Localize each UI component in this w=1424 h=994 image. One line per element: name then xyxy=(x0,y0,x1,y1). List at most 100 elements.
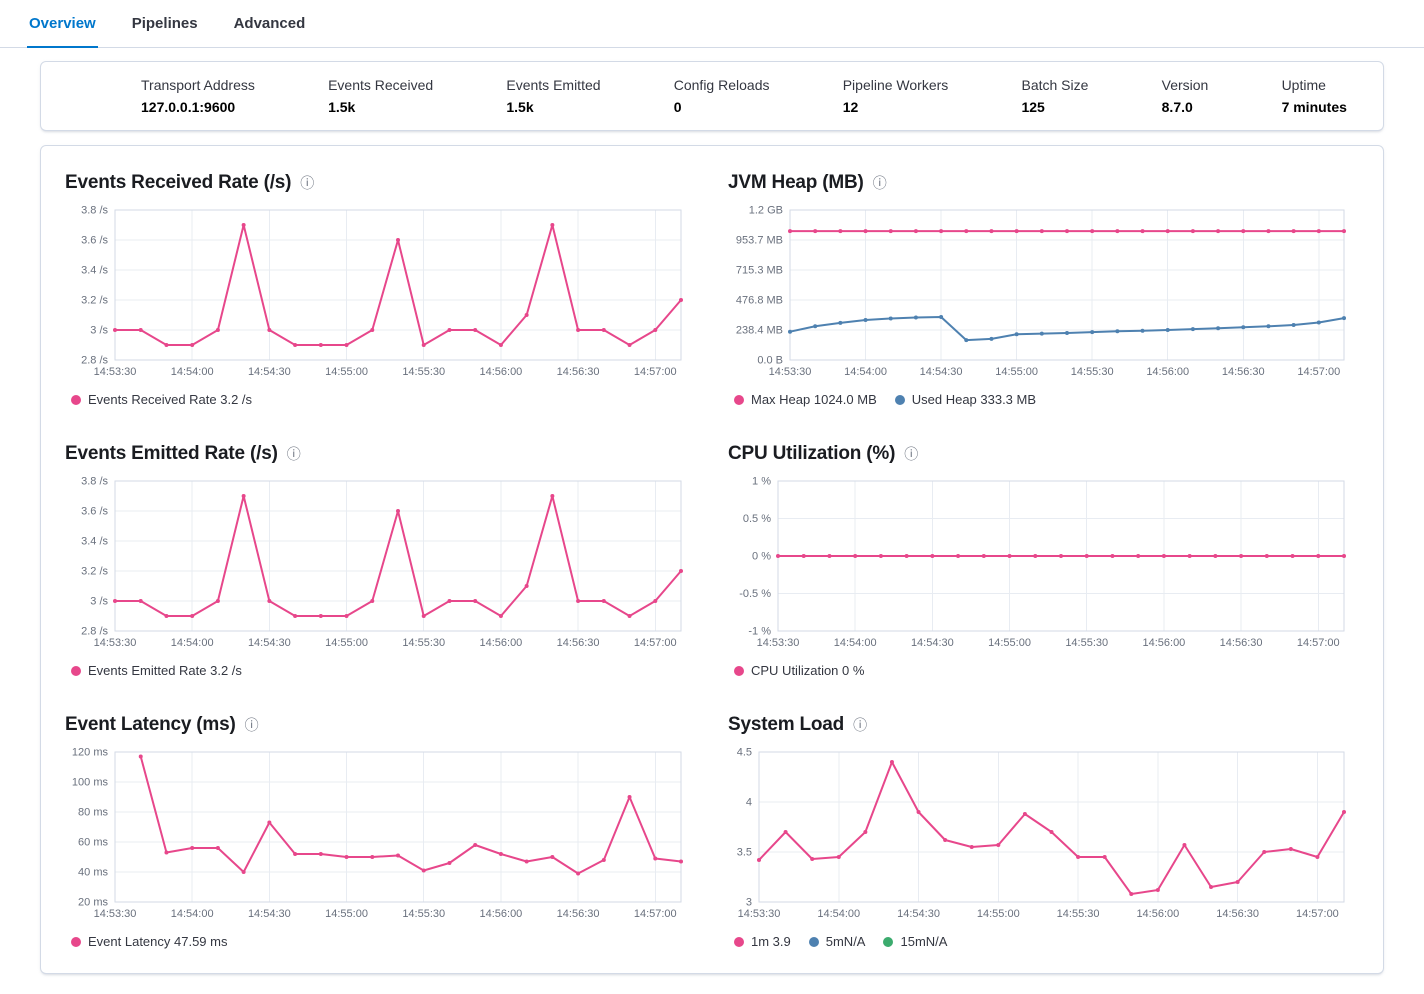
svg-text:476.8 MB: 476.8 MB xyxy=(736,295,783,307)
chart-canvas-events-emitted-rate: 2.8 /s 3 /s 3.2 /s 3.4 /s 3.6 /s 3.8 /s 14:53:… xyxy=(81,476,683,649)
stat-pipeline-workers: Pipeline Workers 12 xyxy=(843,77,949,115)
info-icon[interactable]: ⓘ xyxy=(244,717,259,733)
legend-item-event-latency-47-59-ms: Event Latency 47.59 ms xyxy=(71,934,227,949)
tab-pipelines[interactable]: Pipelines xyxy=(131,14,198,32)
chart-canvas-event-latency: 20 ms 40 ms 60 ms 80 ms 100 ms 120 ms 14:53:30… xyxy=(72,747,683,920)
stat-value: 0 xyxy=(673,99,682,115)
stat-value: 8.7.0 xyxy=(1161,99,1193,115)
stat-events-received: Events Received 1.5k xyxy=(328,77,433,115)
legend-dot xyxy=(894,394,905,405)
svg-text:3 /s: 3 /s xyxy=(90,325,108,337)
svg-text:3.4 /s: 3.4 /s xyxy=(81,265,108,277)
svg-text:14:56:30: 14:56:30 xyxy=(1220,637,1263,649)
svg-text:14:57:00: 14:57:00 xyxy=(634,637,677,649)
svg-text:3.5: 3.5 xyxy=(737,847,752,859)
svg-text:14:55:30: 14:55:30 xyxy=(1065,637,1108,649)
stat-version: Version 8.7.0 xyxy=(1162,77,1209,115)
svg-text:100 ms: 100 ms xyxy=(72,777,109,789)
svg-text:14:53:30: 14:53:30 xyxy=(94,908,137,920)
svg-text:0.0 B: 0.0 B xyxy=(757,355,783,367)
svg-text:14:53:30: 14:53:30 xyxy=(738,908,781,920)
svg-text:14:56:30: 14:56:30 xyxy=(1216,908,1259,920)
svg-text:14:53:30: 14:53:30 xyxy=(94,637,137,649)
svg-text:14:55:00: 14:55:00 xyxy=(325,637,368,649)
svg-text:14:55:00: 14:55:00 xyxy=(995,366,1038,378)
chart-system-load: System Load ⓘ 3 3.5 4 4.5 14:53:30 14:54:00 14:5… xyxy=(728,714,1359,949)
legend-dot xyxy=(734,665,744,676)
svg-text:238.4 MB: 238.4 MB xyxy=(736,325,783,337)
svg-text:1 %: 1 % xyxy=(752,476,771,488)
svg-text:14:57:00: 14:57:00 xyxy=(1296,908,1339,920)
stat-label: Version xyxy=(1161,77,1209,93)
svg-text:14:54:30: 14:54:30 xyxy=(248,637,291,649)
tab-advanced[interactable]: Advanced xyxy=(233,14,306,32)
stat-batch-size: Batch Size 125 xyxy=(1021,77,1088,115)
svg-text:4: 4 xyxy=(746,797,752,809)
svg-text:14:54:30: 14:54:30 xyxy=(248,366,291,378)
info-icon[interactable]: ⓘ xyxy=(300,175,315,191)
stat-value: 1.5k xyxy=(506,99,534,115)
chart-title-row: Event Latency (ms) ⓘ xyxy=(65,714,696,736)
svg-text:3.6 /s: 3.6 /s xyxy=(81,506,108,518)
svg-text:14:55:30: 14:55:30 xyxy=(1071,366,1114,378)
svg-text:40 ms: 40 ms xyxy=(78,867,108,879)
legend-label: Events Emitted Rate 3.2 /s xyxy=(88,663,242,678)
legend-events-emitted-rate: Events Emitted Rate 3.2 /s xyxy=(65,663,696,678)
info-icon[interactable]: ⓘ xyxy=(853,717,868,733)
stat-value: 7 minutes xyxy=(1281,99,1347,115)
svg-text:14:54:00: 14:54:00 xyxy=(171,908,214,920)
svg-text:2.8 /s: 2.8 /s xyxy=(81,355,108,367)
stat-config-reloads: Config Reloads 0 xyxy=(674,77,770,115)
legend-label: Used Heap 333.3 MB xyxy=(911,392,1037,407)
info-icon[interactable]: ⓘ xyxy=(286,446,301,462)
svg-text:14:56:00: 14:56:00 xyxy=(479,366,522,378)
stat-label: Transport Address xyxy=(141,77,255,93)
info-icon[interactable]: ⓘ xyxy=(872,175,887,191)
chart-cpu-utilization: CPU Utilization (%) ⓘ -1 % -0.5 % 0 % 0.5 % 1 … xyxy=(728,443,1359,678)
chart-title-row: System Load ⓘ xyxy=(728,714,1359,736)
chart-jvm-heap: JVM Heap (MB) ⓘ 0.0 B 238.4 MB 476.8 MB 715.3… xyxy=(728,172,1359,407)
stat-uptime: Uptime 7 minutes xyxy=(1282,77,1347,115)
legend-item-cpu-utilization-0: CPU Utilization 0 % xyxy=(734,663,864,678)
svg-text:14:54:00: 14:54:00 xyxy=(834,637,877,649)
svg-text:14:57:00: 14:57:00 xyxy=(1297,637,1340,649)
chart-title-event-latency: Event Latency (ms) xyxy=(65,714,236,735)
svg-text:14:54:30: 14:54:30 xyxy=(911,637,954,649)
stat-transport-address: Transport Address 127.0.0.1:9600 xyxy=(141,77,255,115)
chart-canvas-events-received-rate: 2.8 /s 3 /s 3.2 /s 3.4 /s 3.6 /s 3.8 /s 14:53:… xyxy=(81,205,683,378)
legend-item-events-emitted-rate-3-2-s: Events Emitted Rate 3.2 /s xyxy=(71,663,242,678)
svg-text:-0.5 %: -0.5 % xyxy=(739,588,771,600)
svg-text:715.3 MB: 715.3 MB xyxy=(736,264,783,276)
tab-overview[interactable]: Overview xyxy=(27,0,98,48)
info-icon[interactable]: ⓘ xyxy=(904,446,919,462)
chart-title-cpu-utilization: CPU Utilization (%) xyxy=(728,443,896,464)
svg-text:14:55:30: 14:55:30 xyxy=(402,637,445,649)
chart-event-latency: Event Latency (ms) ⓘ 20 ms 40 ms 60 ms 80 ms 1… xyxy=(65,714,696,949)
chart-title-row: Events Emitted Rate (/s) ⓘ xyxy=(65,443,696,465)
svg-text:14:56:00: 14:56:00 xyxy=(1146,366,1189,378)
charts-grid: Events Received Rate (/s) ⓘ 2.8 /s 3 /s 3.2 … xyxy=(40,145,1384,974)
svg-text:3.4 /s: 3.4 /s xyxy=(81,536,108,548)
svg-text:14:53:30: 14:53:30 xyxy=(769,366,812,378)
svg-text:14:56:30: 14:56:30 xyxy=(1222,366,1265,378)
stat-label: Batch Size xyxy=(1021,77,1089,93)
svg-text:2.8 /s: 2.8 /s xyxy=(81,626,108,638)
legend-item-15mn-a: 15mN/A xyxy=(883,934,947,949)
svg-text:14:55:00: 14:55:00 xyxy=(977,908,1020,920)
legend-dot xyxy=(71,665,81,676)
chart-canvas-jvm-heap: 0.0 B 238.4 MB 476.8 MB 715.3 MB 953.7 MB 1.2… xyxy=(736,205,1346,378)
svg-text:14:54:00: 14:54:00 xyxy=(171,637,214,649)
svg-text:80 ms: 80 ms xyxy=(78,807,108,819)
stat-label: Config Reloads xyxy=(673,77,770,93)
legend-event-latency: Event Latency 47.59 ms xyxy=(65,934,696,949)
svg-text:14:56:00: 14:56:00 xyxy=(1136,908,1179,920)
svg-text:14:56:30: 14:56:30 xyxy=(557,637,600,649)
svg-text:14:55:30: 14:55:30 xyxy=(402,908,445,920)
legend-item-1m-3-9: 1m 3.9 xyxy=(734,934,791,949)
svg-text:14:55:00: 14:55:00 xyxy=(325,908,368,920)
svg-text:14:54:30: 14:54:30 xyxy=(248,908,291,920)
chart-title-jvm-heap: JVM Heap (MB) xyxy=(728,172,864,193)
legend-label: Events Received Rate 3.2 /s xyxy=(88,392,253,407)
svg-text:14:57:00: 14:57:00 xyxy=(634,908,677,920)
legend-system-load: 1m 3.9 5mN/A 15mN/A xyxy=(728,934,1359,949)
